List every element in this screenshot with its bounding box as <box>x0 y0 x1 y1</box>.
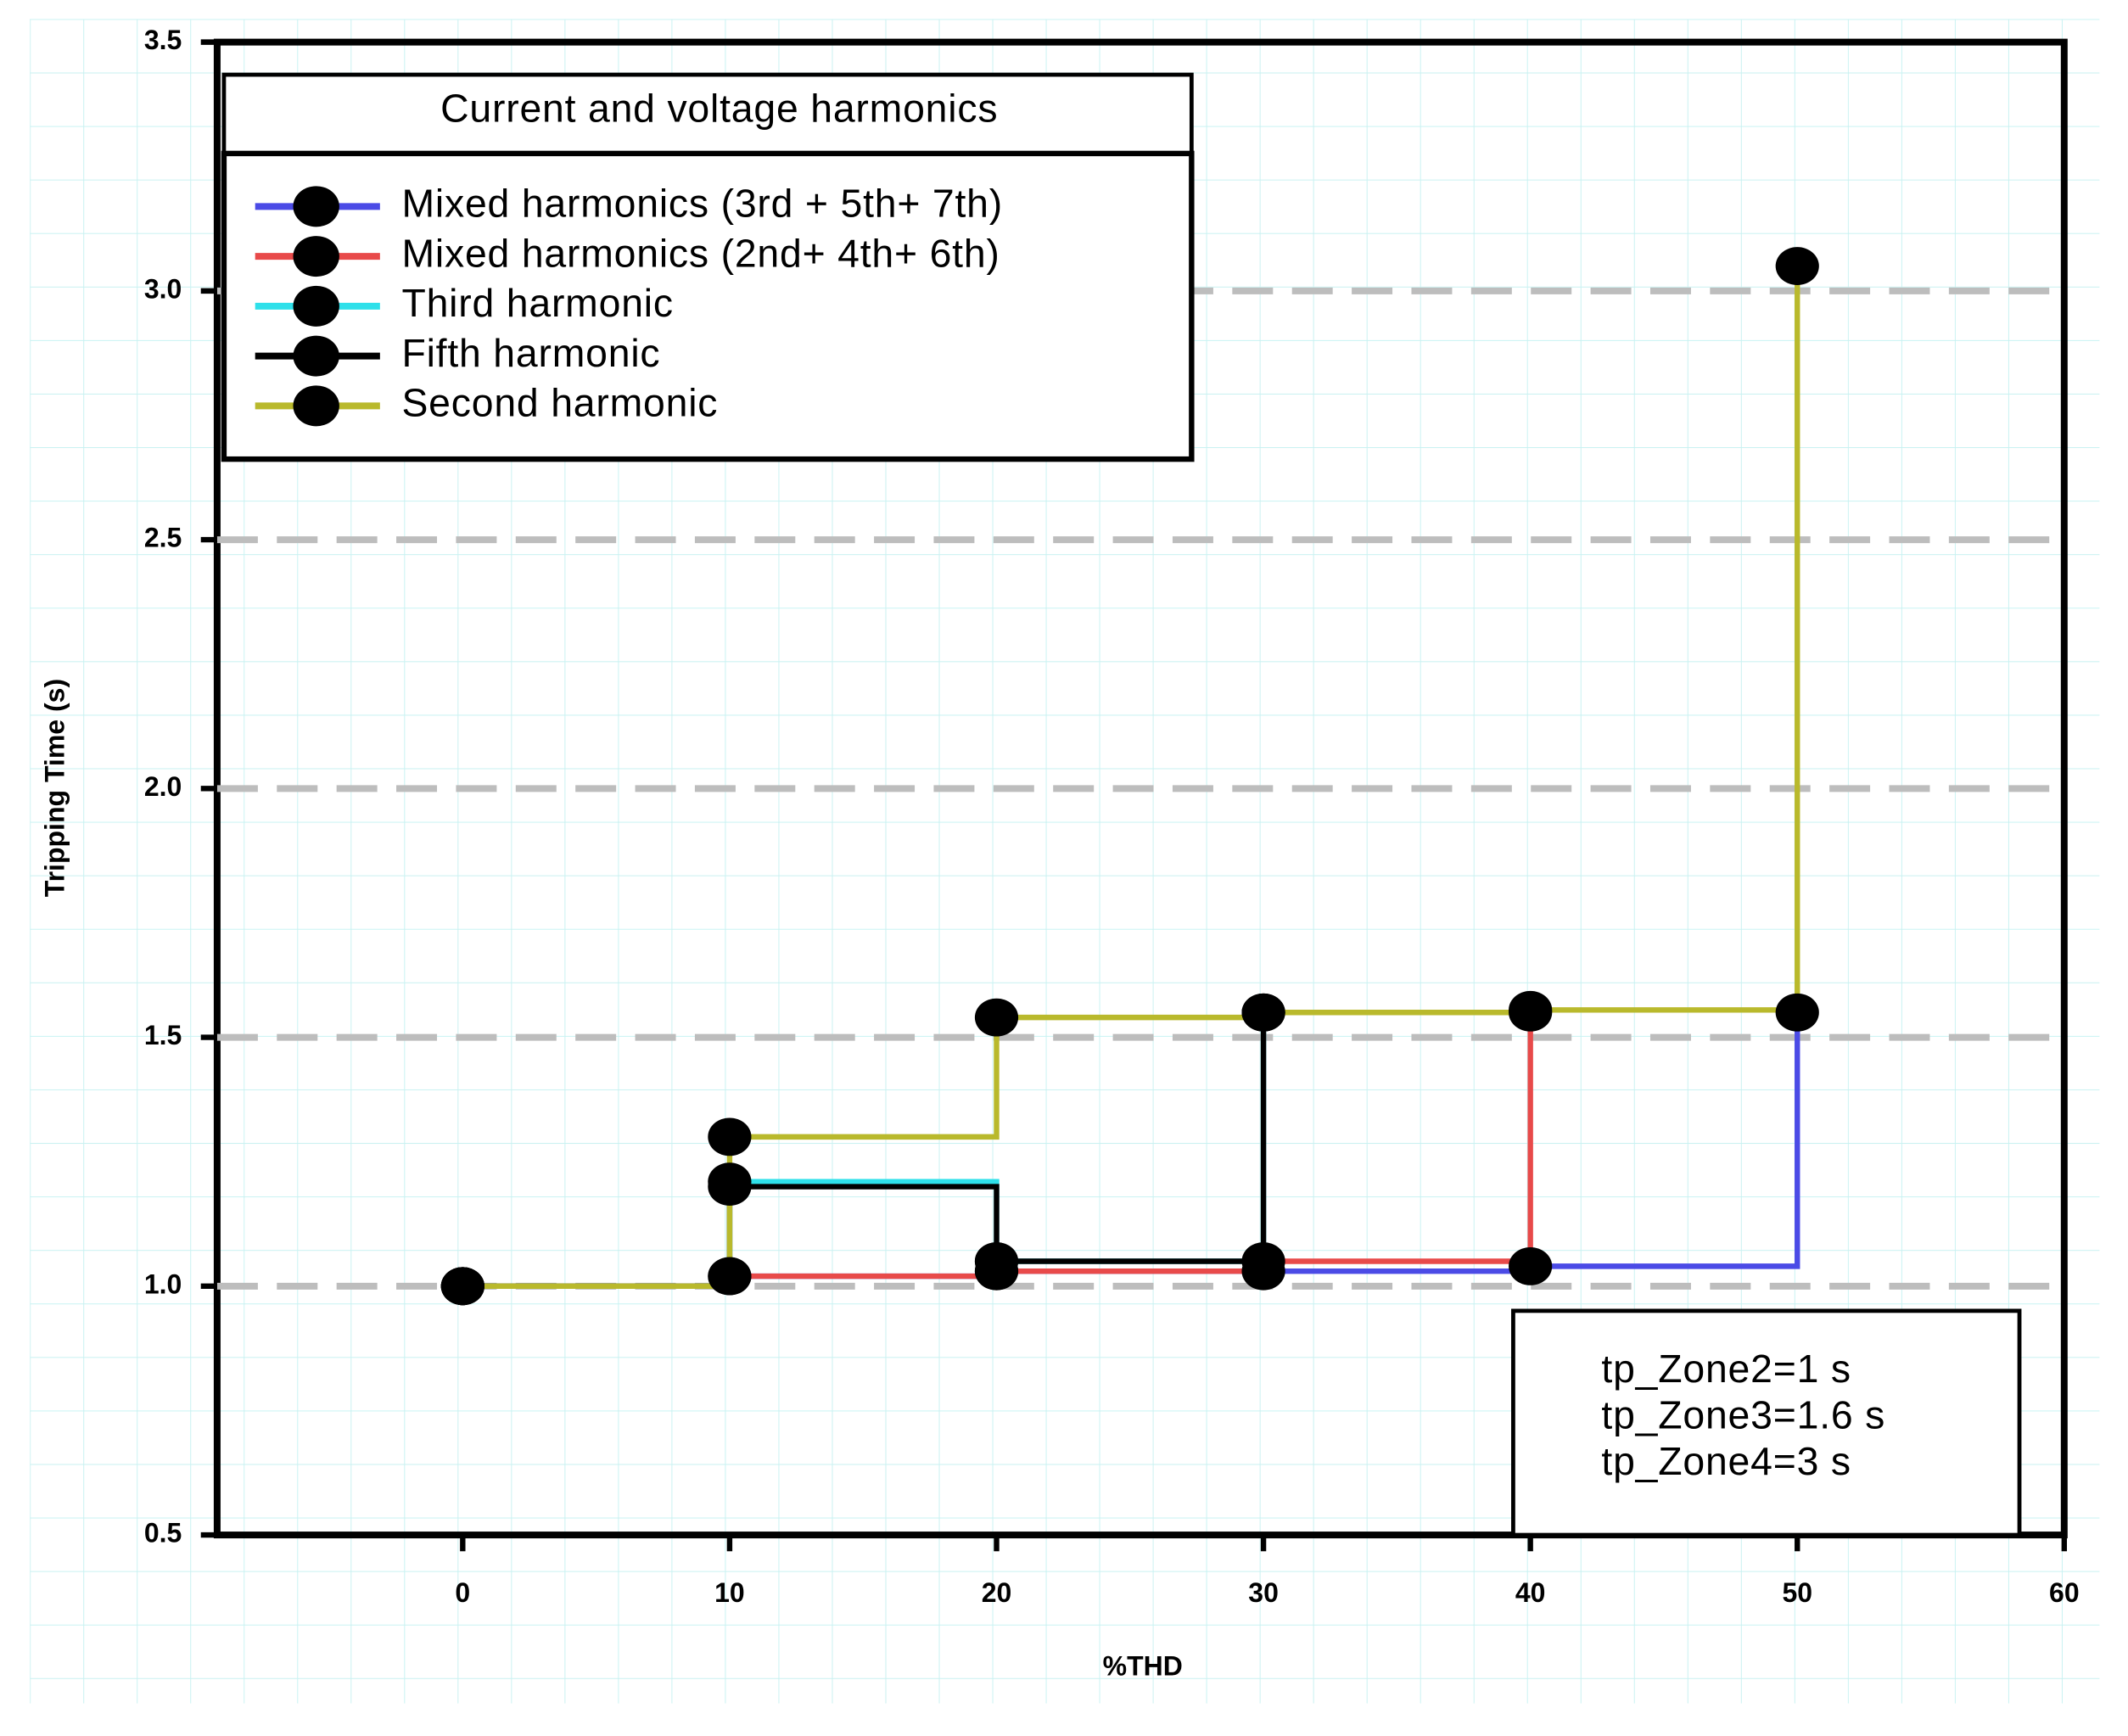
legend: Current and voltage harmonics Mixed harm… <box>221 72 1195 462</box>
marker <box>708 1257 752 1296</box>
annotation-line: tp_Zone2=1 s <box>1601 1347 1851 1391</box>
legend-marker <box>293 186 339 227</box>
marker <box>440 1267 484 1306</box>
legend-marker <box>293 236 339 277</box>
marker <box>708 1117 752 1156</box>
x-axis-label: %THD <box>1103 1650 1183 1681</box>
y-tick-label: 3.0 <box>144 273 182 304</box>
x-tick-label: 20 <box>982 1577 1012 1608</box>
marker <box>1509 990 1553 1029</box>
y-tick-label: 1.5 <box>144 1020 182 1050</box>
x-tick-label: 0 <box>455 1577 470 1608</box>
marker <box>708 1168 752 1206</box>
y-tick-label: 3.5 <box>144 25 182 55</box>
y-tick-label: 0.5 <box>144 1518 182 1548</box>
y-tick-label: 2.0 <box>144 771 182 802</box>
x-tick-label: 40 <box>1515 1577 1546 1608</box>
series-layer <box>440 247 1819 1306</box>
y-tick-label: 1.0 <box>144 1268 182 1299</box>
x-tick-label: 50 <box>1782 1577 1812 1608</box>
marker <box>1241 1242 1285 1280</box>
y-axis-label: Tripping Time (s) <box>40 679 70 897</box>
annotation-line: tp_Zone3=1.6 s <box>1601 1393 1885 1437</box>
legend-title: Current and voltage harmonics <box>440 87 998 131</box>
x-tick-label: 30 <box>1248 1577 1279 1608</box>
legend-marker <box>293 285 339 327</box>
legend-box <box>221 150 1195 462</box>
legend-marker <box>293 385 339 427</box>
legend-title-box <box>221 72 1194 156</box>
x-tick-label: 10 <box>714 1577 745 1608</box>
marker <box>1775 247 1819 285</box>
annotation-box <box>1511 1308 2022 1537</box>
marker <box>974 998 1019 1037</box>
marker <box>974 1242 1019 1280</box>
annotation: tp_Zone2=1 s tp_Zone3=1.6 s tp_Zone4=3 s <box>1511 1308 2022 1537</box>
legend-label: Third harmonic <box>401 281 673 325</box>
legend-label: Mixed harmonics (3rd + 5th+ 7th) <box>401 182 1003 226</box>
marker <box>1775 993 1819 1032</box>
marker <box>1509 1246 1553 1285</box>
x-tick-label: 60 <box>2049 1577 2080 1608</box>
legend-label: Fifth harmonic <box>401 331 660 375</box>
marker <box>1241 993 1285 1032</box>
legend-marker <box>293 335 339 377</box>
legend-label: Mixed harmonics (2nd+ 4th+ 6th) <box>401 231 1000 275</box>
annotation-line: tp_Zone4=3 s <box>1601 1439 1851 1483</box>
y-tick-label: 2.5 <box>144 523 182 553</box>
legend-label: Second harmonic <box>401 381 718 425</box>
